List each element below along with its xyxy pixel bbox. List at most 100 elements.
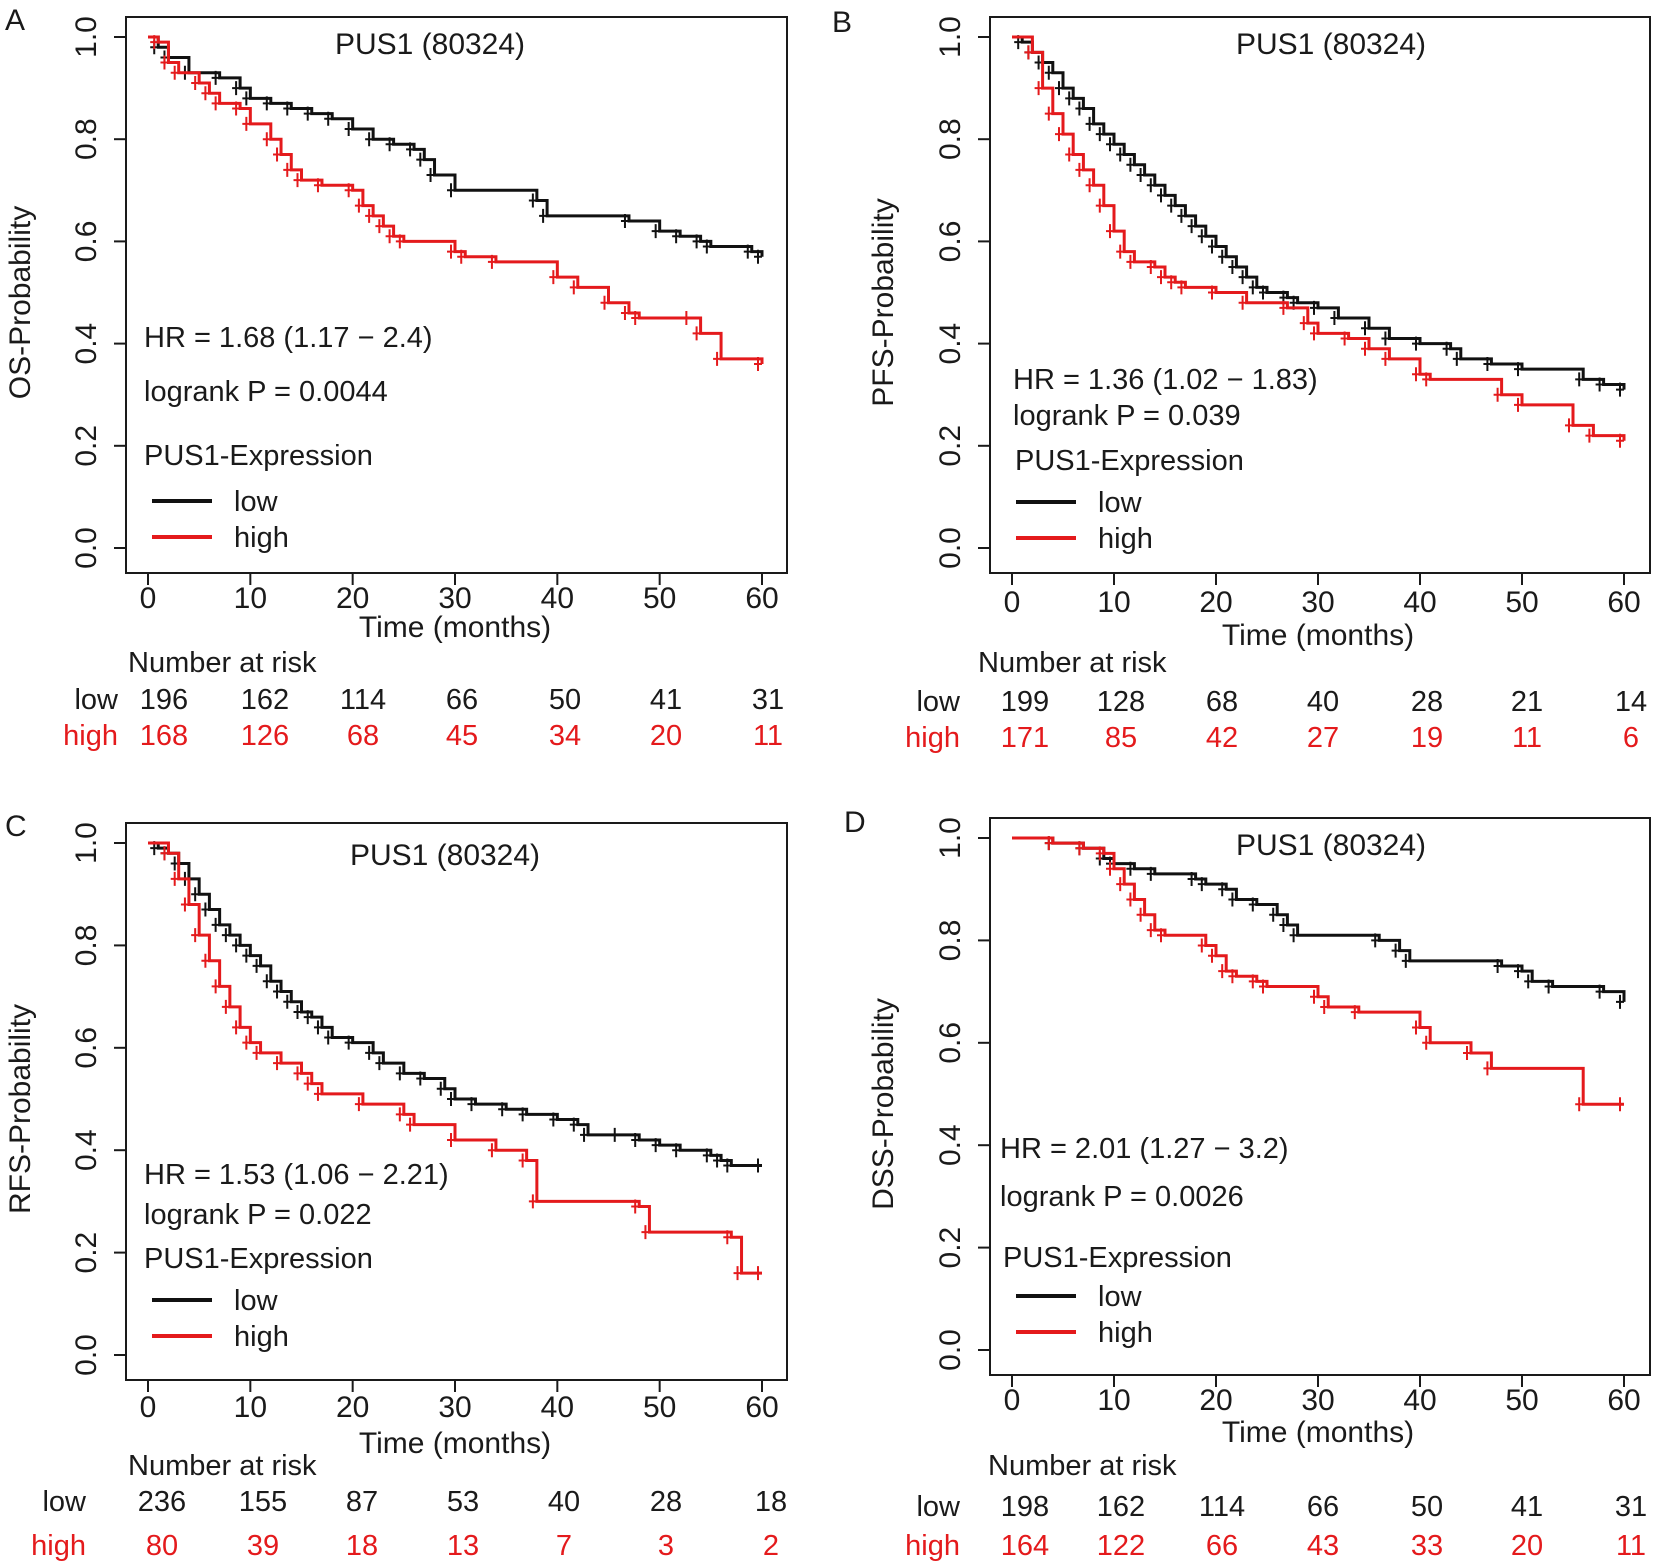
- censor-mark: [1187, 219, 1196, 234]
- censor-mark: [1167, 198, 1176, 213]
- censor-mark: [232, 938, 241, 953]
- legend: PUS1-Expression low high: [1015, 445, 1244, 555]
- censor-mark: [324, 1030, 333, 1045]
- y-tick-label: 1.0: [70, 16, 103, 58]
- censor-mark: [692, 234, 701, 249]
- censor-mark: [1381, 351, 1390, 366]
- risk-count-low: 236: [138, 1486, 186, 1518]
- chart-title: PUS1 (80324): [335, 28, 525, 61]
- risk-count-low: 199: [1001, 686, 1049, 718]
- censor-mark: [1044, 836, 1053, 851]
- censor-mark: [539, 208, 548, 223]
- x-tick-label: 0: [140, 1391, 157, 1424]
- x-tick-label: 50: [1505, 586, 1538, 619]
- risk-row-label-low: low: [74, 684, 119, 716]
- censor-mark: [447, 183, 455, 198]
- censor-mark: [232, 81, 241, 96]
- legend-label-high: high: [234, 522, 289, 554]
- censor-mark: [447, 1092, 455, 1106]
- x-axis: 0 10 20 30 40 50 60 Time (months): [140, 572, 779, 644]
- censor-mark: [743, 244, 752, 259]
- censor-mark: [303, 1010, 312, 1025]
- legend-title: PUS1-Expression: [144, 1243, 373, 1275]
- x-tick-label: 20: [336, 582, 369, 615]
- censor-mark: [1616, 382, 1624, 397]
- censor-mark: [1095, 846, 1104, 861]
- censor-mark: [1463, 1046, 1471, 1061]
- censor-mark: [1391, 943, 1400, 958]
- censor-mark: [1361, 341, 1369, 356]
- censor-mark: [1095, 198, 1104, 213]
- censor-mark: [1544, 979, 1553, 994]
- censor-mark: [344, 1035, 353, 1050]
- censor-mark: [1055, 127, 1063, 142]
- censor-mark: [1320, 999, 1329, 1014]
- censor-mark: [395, 1066, 404, 1081]
- risk-count-high: 7: [556, 1530, 572, 1562]
- y-axis-label: PFS-Probability: [867, 198, 900, 406]
- censor-mark: [344, 183, 353, 198]
- censor-mark: [191, 928, 200, 943]
- survival-curve-low: [1012, 836, 1626, 1002]
- x-axis-label: Time (months): [359, 1427, 551, 1460]
- censor-mark: [283, 162, 292, 177]
- x-tick-label: 20: [1199, 586, 1232, 619]
- censor-mark: [1452, 351, 1461, 366]
- series-low: [1012, 35, 1626, 397]
- y-axis: 0.0 0.2 0.4 0.6 0.8 1.0 PFS-Probability: [867, 16, 991, 569]
- risk-count-low: 198: [1001, 1491, 1049, 1523]
- legend-label-high: high: [1098, 523, 1153, 555]
- risk-table: Number at risk low high 236 155 87 53 40 28 18 80 3…: [31, 1450, 787, 1562]
- x-axis: 0 10 20 30 40 50 60 Time (months): [1004, 1374, 1641, 1449]
- y-tick-label: 0.6: [934, 1022, 967, 1064]
- censor-mark: [365, 208, 374, 223]
- censor-mark: [631, 311, 640, 326]
- risk-count-low: 41: [650, 684, 682, 716]
- legend: PUS1-Expression low high: [144, 1243, 373, 1353]
- censor-mark: [1259, 285, 1267, 300]
- risk-count-high: 43: [1307, 1530, 1339, 1562]
- censor-mark: [1187, 871, 1196, 886]
- censor-mark: [1126, 861, 1135, 876]
- censor-mark: [702, 239, 711, 254]
- x-tick-label: 50: [643, 1391, 676, 1424]
- censor-mark: [1218, 964, 1227, 979]
- risk-count-low: 53: [447, 1486, 479, 1518]
- legend-label-high: high: [234, 1321, 289, 1353]
- censor-mark: [1085, 178, 1094, 193]
- censor-mark: [395, 1107, 404, 1122]
- censor-mark: [1208, 948, 1216, 963]
- risk-count-low: 114: [1199, 1491, 1245, 1523]
- censor-mark: [1126, 892, 1135, 907]
- censor-mark: [1055, 81, 1063, 96]
- y-tick-label: 0.2: [934, 425, 967, 467]
- panel-letter: B: [832, 6, 852, 39]
- censor-mark: [631, 1199, 640, 1214]
- censor-mark: [723, 1230, 732, 1245]
- risk-count-high: 27: [1307, 722, 1339, 754]
- censor-mark: [1299, 316, 1308, 331]
- chart-title: PUS1 (80324): [1236, 28, 1426, 61]
- plot-frame: [125, 16, 788, 574]
- x-tick-label: 0: [1004, 586, 1021, 619]
- risk-count-high: 122: [1097, 1530, 1145, 1562]
- logrank-p-text: logrank P = 0.022: [144, 1199, 372, 1231]
- x-tick-label: 30: [438, 582, 471, 615]
- chart-title: PUS1 (80324): [350, 839, 540, 872]
- risk-count-low: 28: [650, 1486, 682, 1518]
- survival-curve-low: [1012, 35, 1626, 390]
- censor-mark: [1238, 295, 1247, 310]
- survival-curve-high: [1012, 836, 1624, 1106]
- censor-mark: [1595, 984, 1604, 999]
- censor-mark: [283, 101, 292, 116]
- logrank-p-text: logrank P = 0.0026: [1000, 1181, 1244, 1213]
- risk-count-high: 33: [1411, 1530, 1443, 1562]
- risk-count-high: 80: [146, 1530, 178, 1562]
- x-tick-label: 40: [541, 582, 574, 615]
- risk-row-label-low: low: [916, 686, 961, 718]
- censor-mark: [1208, 285, 1216, 300]
- censor-mark: [426, 167, 435, 182]
- survival-curve-low: [148, 35, 764, 257]
- censor-mark: [518, 1107, 527, 1122]
